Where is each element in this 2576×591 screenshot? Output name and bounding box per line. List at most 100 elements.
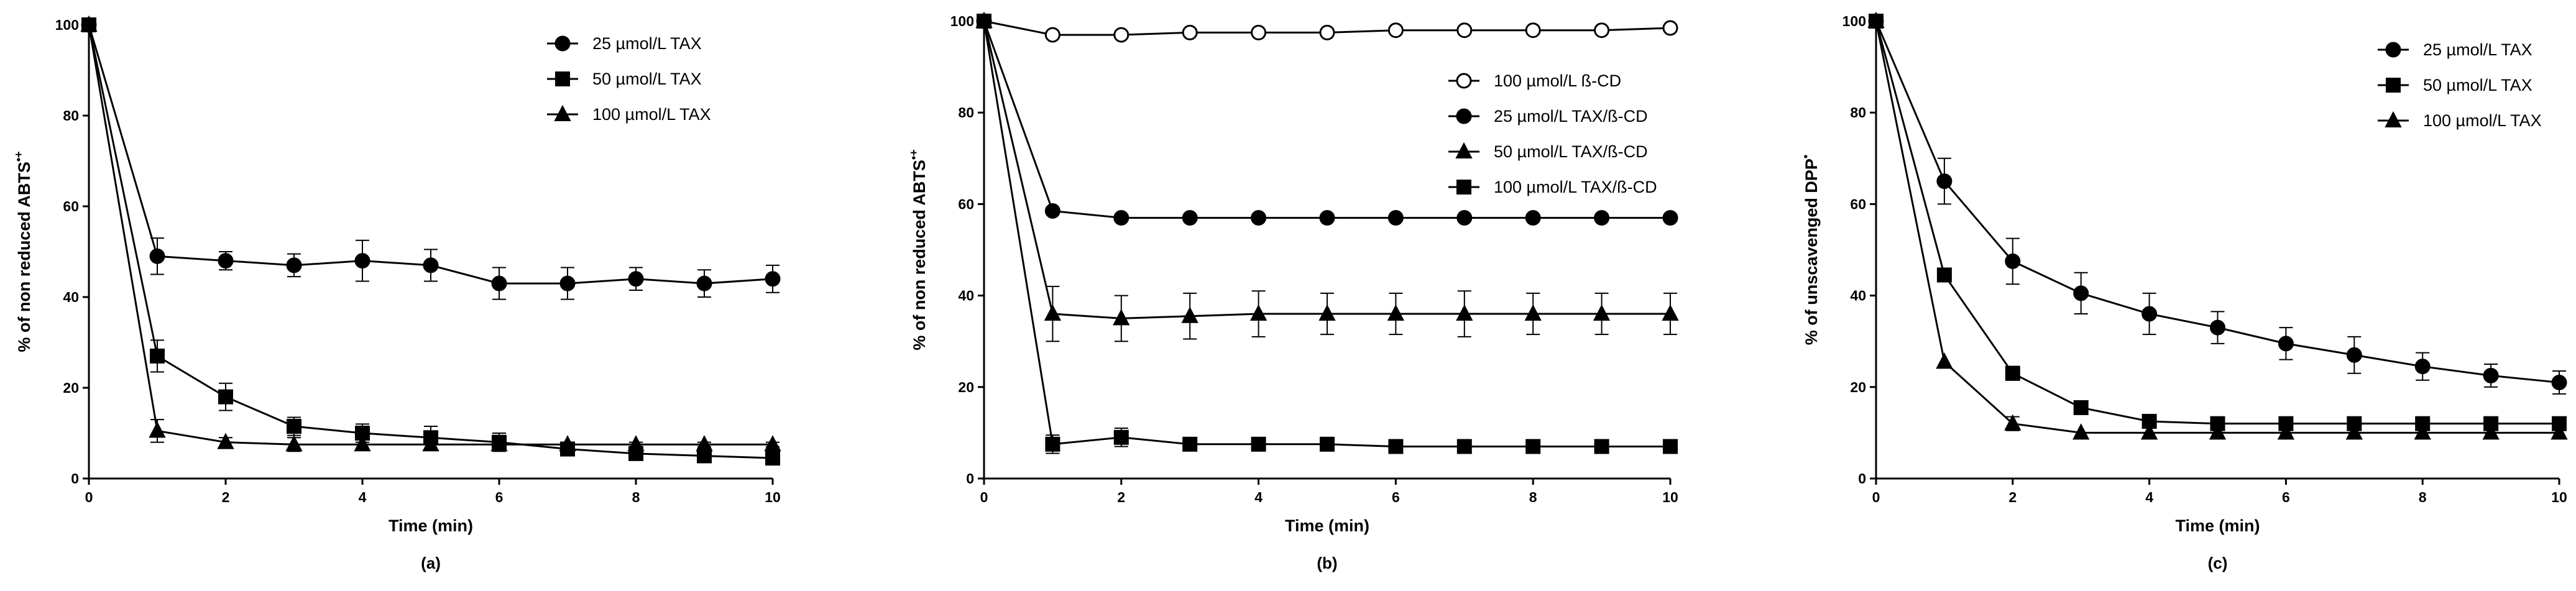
legend-label: 25 µmol/L TAX [2423, 40, 2532, 59]
data-point [1113, 209, 1129, 226]
data-point [1936, 173, 1953, 190]
data-point [628, 271, 644, 287]
legend-marker [555, 71, 570, 86]
data-point [2073, 285, 2089, 301]
series-3 [1867, 11, 2568, 440]
series-2 [976, 13, 1678, 226]
data-point [2210, 319, 2225, 336]
y-tick-label: 60 [1850, 196, 1866, 212]
y-tick-label: 100 [1842, 13, 1866, 29]
legend-label: 50 µmol/L TAX/ß-CD [1494, 142, 1648, 161]
data-point [150, 348, 165, 364]
legend-marker [554, 35, 571, 52]
y-tick-label: 20 [1850, 379, 1866, 395]
data-point [1182, 209, 1198, 226]
x-tick-label: 6 [2282, 489, 2290, 505]
data-point [1662, 304, 1679, 321]
data-point [1663, 439, 1678, 454]
data-point [765, 271, 781, 287]
data-point [1456, 304, 1473, 321]
data-point [217, 433, 234, 449]
data-point [1594, 439, 1609, 454]
legend-label: 50 µmol/L TAX [2423, 76, 2532, 94]
data-point [287, 419, 301, 434]
y-axis-label: % of non reduced ABTS•+ [908, 149, 929, 350]
data-point [2551, 423, 2568, 440]
data-point [1319, 24, 1335, 40]
panel-label: (c) [2208, 554, 2228, 572]
x-tick-label: 10 [1662, 489, 1678, 505]
data-point [2140, 423, 2158, 440]
data-point [1456, 209, 1473, 226]
data-point [1044, 203, 1060, 219]
data-point [423, 257, 439, 273]
data-point [1251, 24, 1267, 40]
legend-label: 25 µmol/L TAX [592, 34, 702, 53]
x-tick-label: 0 [980, 489, 988, 505]
legend: 25 µmol/L TAX 50 µmol/L TAX 100 µmol/L TAX [547, 34, 711, 124]
legend-marker [2386, 78, 2401, 93]
y-tick-label: 100 [950, 13, 974, 29]
data-point [2551, 374, 2567, 390]
x-tick-label: 2 [2008, 489, 2017, 505]
data-point [1524, 304, 1542, 321]
y-tick-label: 60 [958, 196, 974, 212]
data-point [1867, 11, 1885, 28]
data-point [696, 435, 713, 452]
data-point [1387, 22, 1404, 39]
data-point [354, 253, 370, 269]
series-4 [977, 14, 1678, 454]
data-point [1251, 436, 1266, 452]
data-point [285, 435, 303, 452]
data-point [1319, 209, 1335, 226]
x-tick-label: 6 [1392, 489, 1400, 505]
data-point [627, 435, 645, 452]
y-tick-label: 80 [1850, 104, 1866, 121]
data-point [2209, 423, 2227, 440]
legend-marker [2385, 42, 2401, 58]
legend-label: 100 µmol/L TAX/ß-CD [1494, 178, 1657, 196]
data-point [2414, 423, 2431, 440]
data-point [1320, 436, 1335, 452]
x-tick-label: 0 [1872, 489, 1880, 505]
data-point [1456, 439, 1472, 454]
series-1 [81, 17, 781, 300]
data-point [1113, 27, 1129, 43]
x-axis-label: Time (min) [389, 516, 473, 535]
data-point [2345, 423, 2363, 440]
y-tick-label: 40 [63, 289, 79, 305]
legend-label: 25 µmol/L TAX/ß-CD [1494, 107, 1648, 126]
data-point [1936, 267, 1952, 283]
data-point [1594, 22, 1610, 39]
legend-label: 50 µmol/L TAX [592, 70, 702, 88]
data-point [977, 14, 991, 29]
data-point [2482, 423, 2500, 440]
data-point [1045, 436, 1060, 452]
x-tick-label: 10 [765, 489, 781, 505]
data-point [2483, 367, 2499, 383]
data-point [1456, 22, 1473, 39]
data-point [490, 435, 508, 452]
data-point [149, 421, 166, 438]
legend-label: 100 µmol/L ß-CD [1494, 71, 1621, 90]
data-point [491, 275, 507, 291]
y-tick-label: 0 [966, 470, 974, 487]
data-point [1387, 209, 1404, 226]
data-point [1936, 352, 1953, 369]
x-tick-label: 4 [1254, 489, 1263, 505]
data-point [149, 248, 165, 264]
data-point [1182, 24, 1198, 40]
data-point [2278, 336, 2294, 352]
legend-marker [1456, 108, 1472, 124]
data-point [218, 389, 233, 405]
y-tick-label: 20 [63, 380, 79, 396]
data-point [1249, 304, 1267, 321]
data-point [1387, 304, 1405, 321]
data-point [1525, 209, 1541, 226]
y-tick-label: 20 [958, 379, 974, 395]
data-point [1044, 27, 1060, 43]
data-point [1525, 439, 1541, 454]
